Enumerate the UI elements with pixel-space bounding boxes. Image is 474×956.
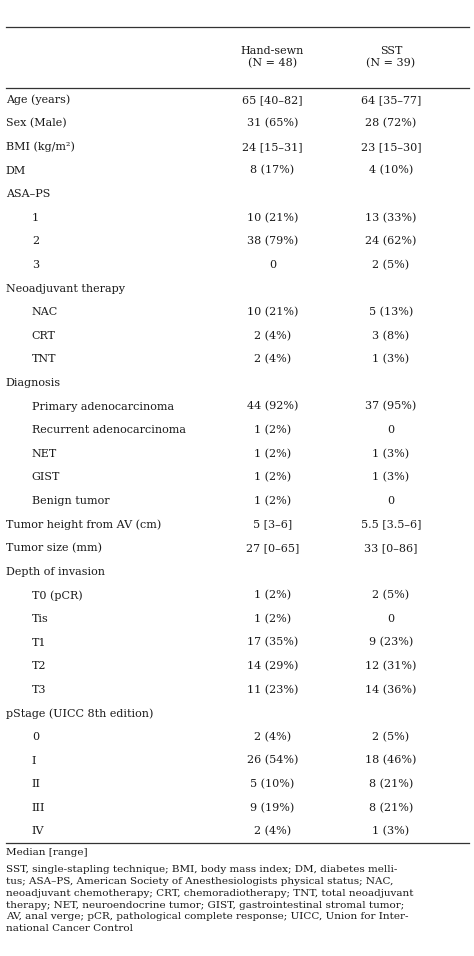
Text: Hand-sewn
(N = 48): Hand-sewn (N = 48)	[241, 47, 304, 68]
Text: BMI (kg/m²): BMI (kg/m²)	[6, 141, 74, 152]
Text: 64 [35–77]: 64 [35–77]	[361, 95, 421, 105]
Text: 2 (5%): 2 (5%)	[373, 732, 410, 742]
Text: 4 (10%): 4 (10%)	[369, 165, 413, 176]
Text: NAC: NAC	[32, 307, 58, 317]
Text: 24 [15–31]: 24 [15–31]	[242, 141, 303, 152]
Text: 1 (3%): 1 (3%)	[373, 826, 410, 836]
Text: 5 (13%): 5 (13%)	[369, 307, 413, 317]
Text: 10 (21%): 10 (21%)	[247, 212, 298, 223]
Text: NET: NET	[32, 448, 57, 459]
Text: DM: DM	[6, 165, 26, 176]
Text: Median [range]: Median [range]	[6, 848, 87, 857]
Text: 0: 0	[387, 425, 395, 435]
Text: IV: IV	[32, 826, 44, 836]
Text: pStage (UICC 8th edition): pStage (UICC 8th edition)	[6, 708, 153, 719]
Text: T0 (pCR): T0 (pCR)	[32, 590, 82, 600]
Text: 12 (31%): 12 (31%)	[365, 661, 417, 671]
Text: SST, single-stapling technique; BMI, body mass index; DM, diabetes melli-
tus; A: SST, single-stapling technique; BMI, bod…	[6, 865, 413, 933]
Text: 1 (3%): 1 (3%)	[373, 448, 410, 459]
Text: Diagnosis: Diagnosis	[6, 378, 61, 388]
Text: 2 (5%): 2 (5%)	[373, 260, 410, 271]
Text: 65 [40–82]: 65 [40–82]	[242, 95, 303, 105]
Text: 2: 2	[32, 236, 39, 247]
Text: 2 (4%): 2 (4%)	[254, 331, 291, 341]
Text: 8 (21%): 8 (21%)	[369, 803, 413, 813]
Text: 37 (95%): 37 (95%)	[365, 402, 417, 412]
Text: Age (years): Age (years)	[6, 95, 70, 105]
Text: SST
(N = 39): SST (N = 39)	[366, 47, 416, 68]
Text: TNT: TNT	[32, 355, 56, 364]
Text: 33 [0–86]: 33 [0–86]	[365, 543, 418, 554]
Text: 1 (3%): 1 (3%)	[373, 355, 410, 364]
Text: T1: T1	[32, 638, 46, 647]
Text: 11 (23%): 11 (23%)	[247, 684, 298, 695]
Text: 5 (10%): 5 (10%)	[250, 779, 295, 790]
Text: 1 (2%): 1 (2%)	[254, 448, 291, 459]
Text: 8 (21%): 8 (21%)	[369, 779, 413, 790]
Text: 0: 0	[269, 260, 276, 270]
Text: 10 (21%): 10 (21%)	[247, 307, 298, 317]
Text: 2 (4%): 2 (4%)	[254, 826, 291, 836]
Text: 14 (36%): 14 (36%)	[365, 684, 417, 695]
Text: 0: 0	[32, 732, 39, 742]
Text: 18 (46%): 18 (46%)	[365, 755, 417, 766]
Text: Primary adenocarcinoma: Primary adenocarcinoma	[32, 402, 174, 412]
Text: 1 (2%): 1 (2%)	[254, 472, 291, 483]
Text: T2: T2	[32, 662, 46, 671]
Text: 1: 1	[32, 213, 39, 223]
Text: GIST: GIST	[32, 472, 60, 483]
Text: ASA–PS: ASA–PS	[6, 189, 50, 199]
Text: 26 (54%): 26 (54%)	[247, 755, 298, 766]
Text: 2 (4%): 2 (4%)	[254, 355, 291, 364]
Text: Depth of invasion: Depth of invasion	[6, 567, 105, 576]
Text: 0: 0	[387, 496, 395, 506]
Text: 2 (4%): 2 (4%)	[254, 732, 291, 742]
Text: T3: T3	[32, 684, 46, 695]
Text: 13 (33%): 13 (33%)	[365, 212, 417, 223]
Text: II: II	[32, 779, 41, 790]
Text: I: I	[32, 755, 36, 766]
Text: 38 (79%): 38 (79%)	[247, 236, 298, 247]
Text: 1 (2%): 1 (2%)	[254, 614, 291, 624]
Text: 28 (72%): 28 (72%)	[365, 119, 417, 128]
Text: 24 (62%): 24 (62%)	[365, 236, 417, 247]
Text: Sex (Male): Sex (Male)	[6, 119, 66, 128]
Text: 1 (3%): 1 (3%)	[373, 472, 410, 483]
Text: 44 (92%): 44 (92%)	[247, 402, 298, 412]
Text: 5 [3–6]: 5 [3–6]	[253, 519, 292, 530]
Text: Tumor size (mm): Tumor size (mm)	[6, 543, 102, 554]
Text: 17 (35%): 17 (35%)	[247, 638, 298, 648]
Text: 1 (2%): 1 (2%)	[254, 425, 291, 435]
Text: 14 (29%): 14 (29%)	[247, 661, 298, 671]
Text: 9 (23%): 9 (23%)	[369, 638, 413, 648]
Text: 8 (17%): 8 (17%)	[250, 165, 295, 176]
Text: Benign tumor: Benign tumor	[32, 496, 109, 506]
Text: 3: 3	[32, 260, 39, 270]
Text: 5.5 [3.5–6]: 5.5 [3.5–6]	[361, 519, 421, 530]
Text: 9 (19%): 9 (19%)	[250, 803, 295, 813]
Text: 3 (8%): 3 (8%)	[373, 331, 410, 341]
Text: 1 (2%): 1 (2%)	[254, 496, 291, 506]
Text: III: III	[32, 803, 45, 813]
Text: Neoadjuvant therapy: Neoadjuvant therapy	[6, 284, 125, 293]
Text: 23 [15–30]: 23 [15–30]	[361, 141, 421, 152]
Text: 2 (5%): 2 (5%)	[373, 590, 410, 600]
Text: 1 (2%): 1 (2%)	[254, 590, 291, 600]
Text: Tis: Tis	[32, 614, 48, 624]
Text: 0: 0	[387, 614, 395, 624]
Text: CRT: CRT	[32, 331, 55, 340]
Text: 31 (65%): 31 (65%)	[247, 119, 298, 128]
Text: Tumor height from AV (cm): Tumor height from AV (cm)	[6, 519, 161, 530]
Text: Recurrent adenocarcinoma: Recurrent adenocarcinoma	[32, 425, 186, 435]
Text: 27 [0–65]: 27 [0–65]	[246, 543, 299, 554]
